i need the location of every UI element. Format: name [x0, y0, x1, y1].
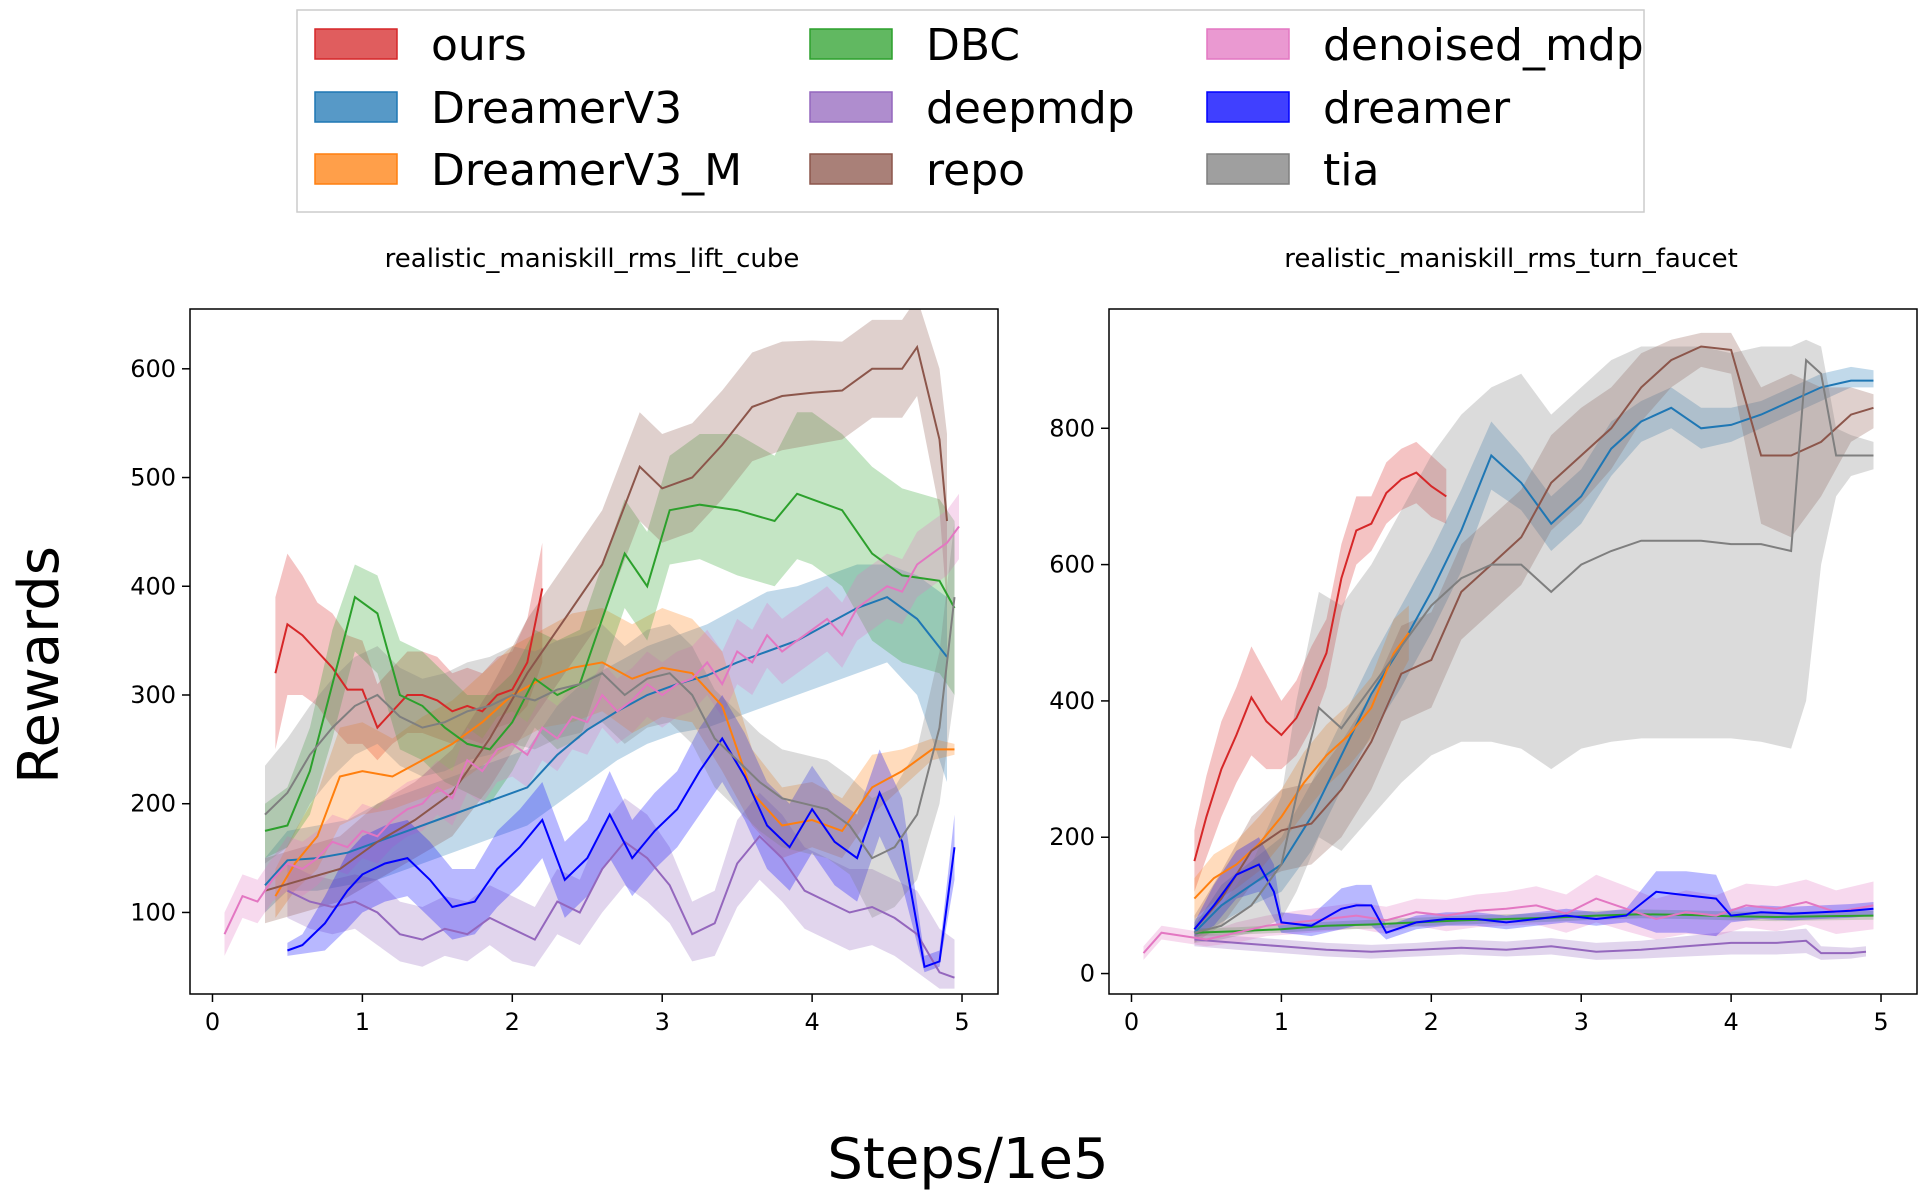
band-tia — [1194, 339, 1874, 943]
legend-label: denoised_mdp — [1323, 20, 1644, 71]
y-tick-label: 300 — [130, 681, 176, 709]
legend-entry-deepmdp: deepmdp — [809, 83, 1135, 134]
y-tick-label: 100 — [130, 898, 176, 926]
legend-swatch — [809, 91, 893, 123]
legend-entry-dbc: DBC — [809, 20, 1020, 71]
plot-area-turn-faucet: 0 1 2 3 4 5 0 200 400 600 800 — [1049, 308, 1918, 1036]
line-dreamerv3_m — [1193, 632, 1410, 900]
x-tick-label: 2 — [505, 1008, 520, 1036]
legend-entry-dreamer: dreamer — [1206, 83, 1511, 134]
line-denoised_mdp — [1142, 897, 1874, 954]
y-tick-label: 600 — [130, 355, 176, 383]
legend-label: tia — [1323, 145, 1379, 196]
x-tick-label: 1 — [1274, 1008, 1289, 1036]
legend-entry-ours: ours — [314, 20, 527, 71]
legend-label: DBC — [926, 20, 1020, 71]
legend-frame — [296, 9, 1645, 213]
line-denoised_mdp — [223, 525, 960, 935]
band-dreamerv3_m — [275, 608, 955, 918]
x-tick-label: 5 — [1873, 1008, 1888, 1036]
panel-turn-faucet: realistic_maniskill_rms_turn_faucet 0 1 2 3… — [1049, 244, 1918, 1036]
x-tick-label: 0 — [205, 1008, 220, 1036]
y-tick-label: 500 — [130, 464, 176, 492]
x-axis-label: Steps/1e5 — [827, 1127, 1108, 1192]
legend-swatch — [314, 91, 398, 123]
plot-area-lift-cube: 0 1 2 3 4 5 100 200 300 400 500 600 — [130, 308, 999, 1036]
y-tick-label: 0 — [1080, 960, 1095, 988]
line-tia — [1194, 357, 1874, 934]
line-repo — [1193, 345, 1874, 930]
legend-entry-denoised_mdp: denoised_mdp — [1206, 20, 1644, 71]
band-dbc — [265, 412, 955, 859]
axes-frame — [189, 308, 999, 995]
panel-lift-cube: realistic_maniskill_rms_lift_cube 0 1 2 3 4 5… — [130, 244, 999, 1036]
y-tick-label: 800 — [1049, 414, 1095, 442]
legend-entry-tia: tia — [1206, 145, 1379, 196]
band-deepmdp — [287, 792, 955, 989]
legend-label: DreamerV3_M — [431, 145, 742, 196]
legend-swatch — [1206, 28, 1290, 60]
legend-entry-dreamerv3_m: DreamerV3_M — [314, 145, 742, 196]
legend-swatch — [1206, 91, 1290, 123]
x-tick-label: 4 — [804, 1008, 819, 1036]
band-dreamerv3_m — [1194, 605, 1409, 919]
legend-label: DreamerV3 — [431, 83, 682, 134]
x-tick-label: 2 — [1424, 1008, 1439, 1036]
legend-label: dreamer — [1323, 83, 1511, 134]
legend-swatch — [1206, 153, 1290, 185]
band-ours — [275, 542, 543, 761]
legend-entry-dreamerv3: DreamerV3 — [314, 83, 682, 134]
line-deepmdp — [1194, 938, 1867, 955]
legend-label: repo — [926, 145, 1025, 196]
band-tia — [265, 521, 955, 918]
series-layer — [1142, 332, 1874, 960]
x-tick-label: 3 — [1574, 1008, 1589, 1036]
line-dreamerv3 — [264, 595, 948, 886]
band-dreamer — [287, 695, 955, 973]
legend-entries: ours DreamerV3 DreamerV3_M DBC deepmdp repo de… — [314, 20, 1644, 196]
line-dreamerv3_m — [274, 661, 955, 897]
y-axis-label: Rewards — [7, 546, 72, 784]
line-repo — [264, 344, 948, 892]
legend-label: ours — [431, 20, 527, 71]
series-layer — [223, 309, 960, 989]
x-tick-label: 0 — [1124, 1008, 1139, 1036]
y-tick-label: 400 — [1049, 687, 1095, 715]
line-dreamer — [287, 736, 956, 969]
band-dreamerv3 — [1194, 366, 1874, 940]
line-dreamer — [1193, 863, 1874, 934]
legend-swatch — [809, 153, 893, 185]
band-repo — [265, 309, 947, 924]
panel-title-turn-faucet: realistic_maniskill_rms_turn_faucet — [1284, 244, 1738, 274]
legend-swatch — [314, 28, 398, 60]
band-dreamerv3 — [265, 564, 947, 913]
x-tick-label: 1 — [355, 1008, 370, 1036]
y-tick-label: 200 — [130, 790, 176, 818]
axes-frame — [1108, 308, 1918, 995]
legend-label: deepmdp — [926, 83, 1135, 134]
line-ours — [274, 588, 544, 730]
x-tick-label: 4 — [1723, 1008, 1738, 1036]
band-denoised_mdp — [224, 493, 959, 956]
panel-title-lift-cube: realistic_maniskill_rms_lift_cube — [385, 244, 800, 274]
x-tick-label: 3 — [655, 1008, 670, 1036]
y-tick-label: 600 — [1049, 551, 1095, 579]
legend-swatch — [809, 28, 893, 60]
y-tick-label: 400 — [130, 572, 176, 600]
y-tick-label: 200 — [1049, 823, 1095, 851]
line-ours — [1193, 471, 1447, 862]
legend-swatch — [314, 153, 398, 185]
line-dbc — [1194, 913, 1874, 934]
line-tia — [264, 596, 956, 860]
band-repo — [1194, 332, 1874, 943]
legend: ours DreamerV3 DreamerV3_M DBC deepmdp repo de… — [296, 9, 1645, 213]
x-tick-label: 5 — [954, 1008, 969, 1036]
legend-entry-repo: repo — [809, 145, 1025, 196]
